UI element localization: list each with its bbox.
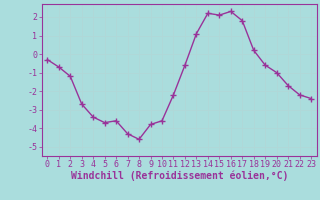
X-axis label: Windchill (Refroidissement éolien,°C): Windchill (Refroidissement éolien,°C) xyxy=(70,171,288,181)
